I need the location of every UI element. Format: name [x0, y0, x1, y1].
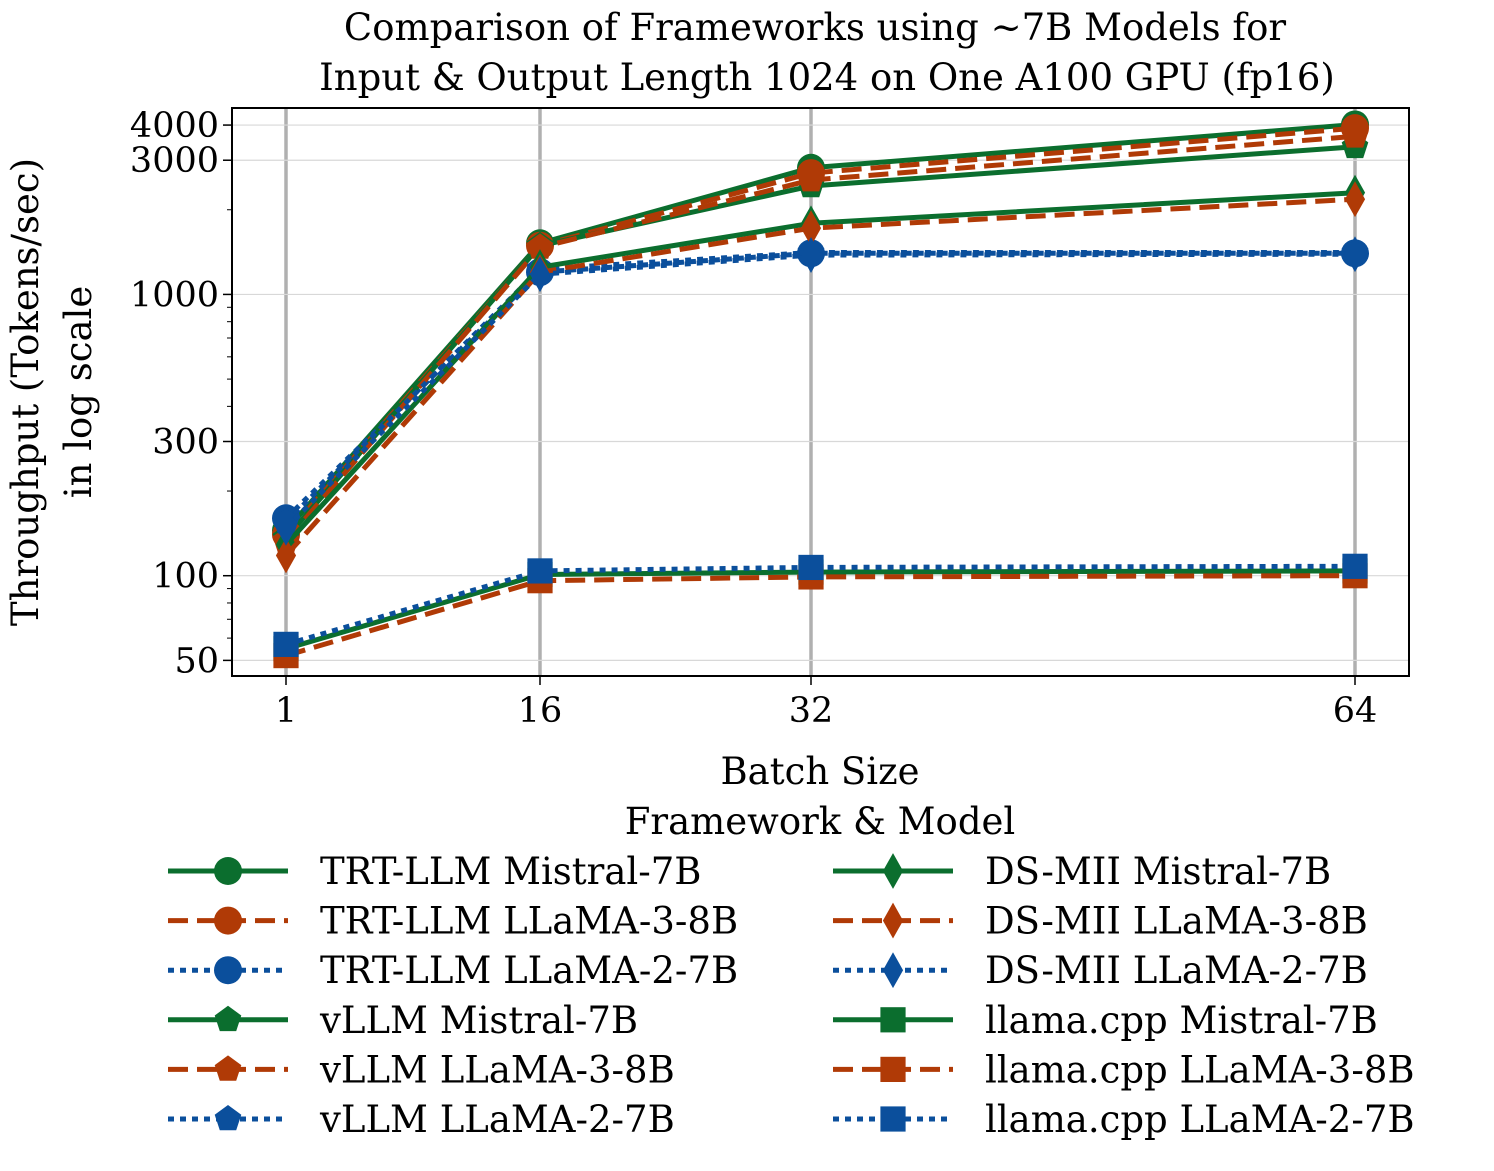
series-line-ds-mii-llama-2-7b	[284, 251, 1356, 530]
series-vllm-llama-3-8b	[272, 122, 1369, 553]
series-line-vllm-llama-3-8b	[284, 133, 1356, 543]
legend-label: TRT-LLM LLaMA-2-7B	[320, 949, 738, 992]
legend: TRT-LLM Mistral-7B TRT-LLM LLaMA-3-8B TRT-…	[168, 850, 1415, 1141]
point-ds-mii-llama-2-7b-bs1	[275, 509, 297, 546]
legend-entry-trt-llm-mistral-7b: TRT-LLM Mistral-7B	[168, 850, 701, 893]
point-ds-mii-llama-3-8b-bs32	[800, 210, 822, 247]
legend-label: llama.cpp Mistral-7B	[985, 999, 1378, 1042]
x-tick-label-16: 16	[518, 691, 563, 731]
legend-marker	[880, 1007, 906, 1033]
legend-label: TRT-LLM LLaMA-3-8B	[320, 900, 738, 943]
legend-label: DS-MII LLaMA-3-8B	[985, 900, 1368, 943]
y-axis-label-line-1: Throughput (Tokens/sec)	[4, 158, 47, 626]
y-tick-label-1000: 1000	[130, 275, 219, 315]
point-llama-cpp-llama-2-7b-bs64	[1342, 553, 1368, 579]
series-line-ds-mii-llama-3-8b	[284, 196, 1356, 558]
series-line-vllm-mistral-7b	[284, 144, 1356, 540]
legend-marker	[880, 1056, 906, 1082]
series-vllm-llama-2-7b	[272, 238, 1369, 534]
legend-entry-llama-cpp-llama-2-7b: llama.cpp LLaMA-2-7B	[833, 1098, 1415, 1141]
legend-entry-ds-mii-llama-3-8b: DS-MII LLaMA-3-8B	[833, 900, 1368, 943]
chart-title: Comparison of Frameworks using ~7B Model…	[319, 6, 1335, 99]
legend-entry-trt-llm-llama-2-7b: TRT-LLM LLaMA-2-7B	[168, 949, 738, 992]
chart-title-line-1: Comparison of Frameworks using ~7B Model…	[344, 6, 1286, 49]
y-axis-label-line-2: in log scale	[57, 286, 100, 498]
point-llama-cpp-llama-2-7b-bs32	[798, 554, 824, 581]
x-tick-label-1: 1	[275, 691, 297, 731]
legend-label: vLLM LLaMA-3-8B	[319, 1048, 675, 1091]
legend-marker	[214, 906, 242, 935]
point-ds-mii-llama-2-7b-bs16	[529, 256, 551, 293]
legend-marker	[880, 1106, 906, 1132]
point-ds-mii-llama-2-7b-bs64	[1344, 236, 1366, 273]
legend-entry-vllm-mistral-7b: vLLM Mistral-7B	[168, 999, 638, 1042]
legend-marker	[214, 1055, 242, 1081]
legend-marker	[214, 857, 242, 885]
point-ds-mii-llama-3-8b-bs64	[1344, 181, 1366, 218]
legend-marker	[214, 956, 242, 985]
y-tick-label-100: 100	[152, 557, 219, 597]
y-tick-label-4000: 4000	[130, 106, 219, 146]
legend-entry-ds-mii-mistral-7b: DS-MII Mistral-7B	[833, 850, 1331, 893]
series-ds-mii-llama-2-7b	[275, 236, 1366, 546]
series-line-llama-cpp-mistral-7b	[285, 568, 1356, 652]
legend-marker	[882, 853, 904, 889]
point-llama-cpp-llama-2-7b-bs16	[527, 558, 553, 584]
legend-entry-vllm-llama-2-7b: vLLM LLaMA-2-7B	[168, 1098, 675, 1141]
series-trt-llm-llama-2-7b	[272, 239, 1369, 533]
point-ds-mii-llama-2-7b-bs32	[800, 237, 822, 273]
series-line-trt-llm-llama-2-7b	[284, 250, 1355, 521]
legend-label: llama.cpp LLaMA-3-8B	[985, 1048, 1415, 1091]
x-tick-label-64: 64	[1333, 691, 1378, 731]
legend-marker	[214, 1105, 242, 1131]
series-layer	[272, 110, 1369, 669]
series-vllm-mistral-7b	[272, 132, 1369, 550]
series-line-vllm-llama-2-7b	[284, 250, 1355, 524]
legend-entry-trt-llm-llama-3-8b: TRT-LLM LLaMA-3-8B	[168, 900, 738, 943]
x-tick-label-32: 32	[789, 691, 834, 731]
point-vllm-llama-3-8b-bs32	[797, 166, 825, 192]
legend-label: DS-MII LLaMA-2-7B	[985, 949, 1368, 992]
plot-frame	[231, 107, 1410, 677]
point-llama-cpp-llama-2-7b-bs1	[273, 631, 299, 657]
legend-label: DS-MII Mistral-7B	[985, 850, 1331, 893]
y-tick-label-3000: 3000	[130, 141, 219, 181]
legend-label: vLLM LLaMA-2-7B	[319, 1098, 675, 1141]
series-line-llama-cpp-llama-3-8b	[285, 573, 1356, 658]
series-line-ds-mii-mistral-7b	[284, 190, 1356, 547]
chart-title-line-2: Input & Output Length 1024 on One A100 G…	[319, 56, 1335, 99]
point-ds-mii-llama-3-8b-bs1	[275, 537, 297, 574]
y-axis-label: Throughput (Tokens/sec) in log scale	[4, 158, 100, 626]
legend-marker	[882, 952, 904, 989]
legend-marker	[882, 902, 904, 939]
legend-title: Framework & Model	[625, 800, 1016, 843]
series-llama-cpp-llama-2-7b	[273, 553, 1368, 657]
y-tick-label-300: 300	[152, 423, 219, 463]
x-axis-label: Batch Size	[720, 750, 919, 793]
legend-label: vLLM Mistral-7B	[319, 999, 638, 1042]
legend-entry-vllm-llama-3-8b: vLLM LLaMA-3-8B	[168, 1048, 675, 1091]
legend-entry-llama-cpp-llama-3-8b: llama.cpp LLaMA-3-8B	[833, 1048, 1415, 1091]
series-line-trt-llm-mistral-7b	[284, 122, 1356, 532]
y-tick-label-50: 50	[174, 641, 219, 681]
legend-marker	[214, 1005, 242, 1032]
legend-entry-llama-cpp-mistral-7b: llama.cpp Mistral-7B	[833, 999, 1378, 1042]
legend-entry-ds-mii-llama-2-7b: DS-MII LLaMA-2-7B	[833, 949, 1368, 992]
series-line-llama-cpp-llama-2-7b	[285, 563, 1356, 647]
point-vllm-llama-3-8b-bs64	[1341, 122, 1369, 148]
point-vllm-llama-3-8b-bs16	[526, 233, 554, 259]
legend-label: TRT-LLM Mistral-7B	[320, 850, 701, 893]
legend-label: llama.cpp LLaMA-2-7B	[985, 1098, 1415, 1141]
